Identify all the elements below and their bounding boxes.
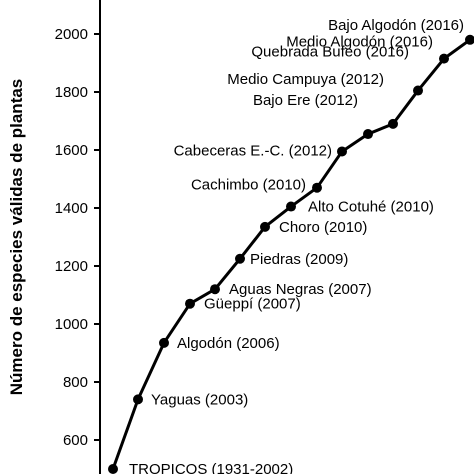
y-tick-label: 800 — [63, 374, 88, 391]
y-tick-label: 1600 — [55, 142, 88, 159]
data-point — [413, 85, 423, 96]
data-point — [439, 53, 449, 64]
data-point — [388, 118, 398, 129]
data-point — [312, 182, 322, 193]
data-point-label: Algodón (2006) — [177, 335, 280, 352]
data-point — [159, 337, 169, 348]
data-point-label: Medio Algodón (2016) — [286, 34, 433, 51]
y-tick-label: 1800 — [55, 84, 88, 101]
data-point — [260, 221, 270, 232]
y-tick-label: 1400 — [55, 200, 88, 217]
data-point-label: Bajo Algodón (2016) — [328, 17, 464, 34]
data-point-label: Güeppí (2007) — [204, 296, 301, 313]
data-point-label: Piedras (2009) — [250, 251, 348, 268]
y-tick-label: 600 — [63, 432, 88, 449]
data-point-label: Yaguas (2003) — [151, 391, 248, 408]
data-point-label: Alto Cotuhé (2010) — [308, 199, 434, 216]
data-point-label: Medio Campuya (2012) — [227, 71, 384, 88]
y-tick-label: 1200 — [55, 258, 88, 275]
data-point — [465, 34, 474, 45]
data-point — [235, 253, 245, 264]
data-point-label: Cabeceras E.-C. (2012) — [174, 142, 332, 159]
data-point — [210, 284, 220, 295]
data-point — [337, 146, 347, 157]
y-axis-label: Número de especies válidas de plantas — [7, 79, 26, 396]
data-point-label: Bajo Ere (2012) — [253, 92, 358, 109]
data-point-label: TROPICOS (1931-2002) — [129, 461, 293, 474]
data-series: TROPICOS (1931-2002) Yaguas (2003) Algodón… — [108, 17, 474, 474]
data-point — [286, 201, 296, 212]
data-point — [363, 129, 373, 140]
data-point — [108, 464, 118, 474]
data-point-label: Cachimbo (2010) — [191, 177, 306, 194]
y-tick-label: 1000 — [55, 316, 88, 333]
data-point-label: Quebrada Bufeo (2016) — [251, 44, 409, 61]
data-point — [185, 298, 195, 309]
y-tick-label: 2000 — [55, 26, 88, 43]
data-point — [133, 394, 143, 405]
data-point-label: Choro (2010) — [279, 219, 367, 236]
data-point-label: Aguas Negras (2007) — [229, 281, 372, 298]
y-axis-ticks: 600 800 1000 1200 1400 1600 1800 2000 — [55, 26, 100, 449]
